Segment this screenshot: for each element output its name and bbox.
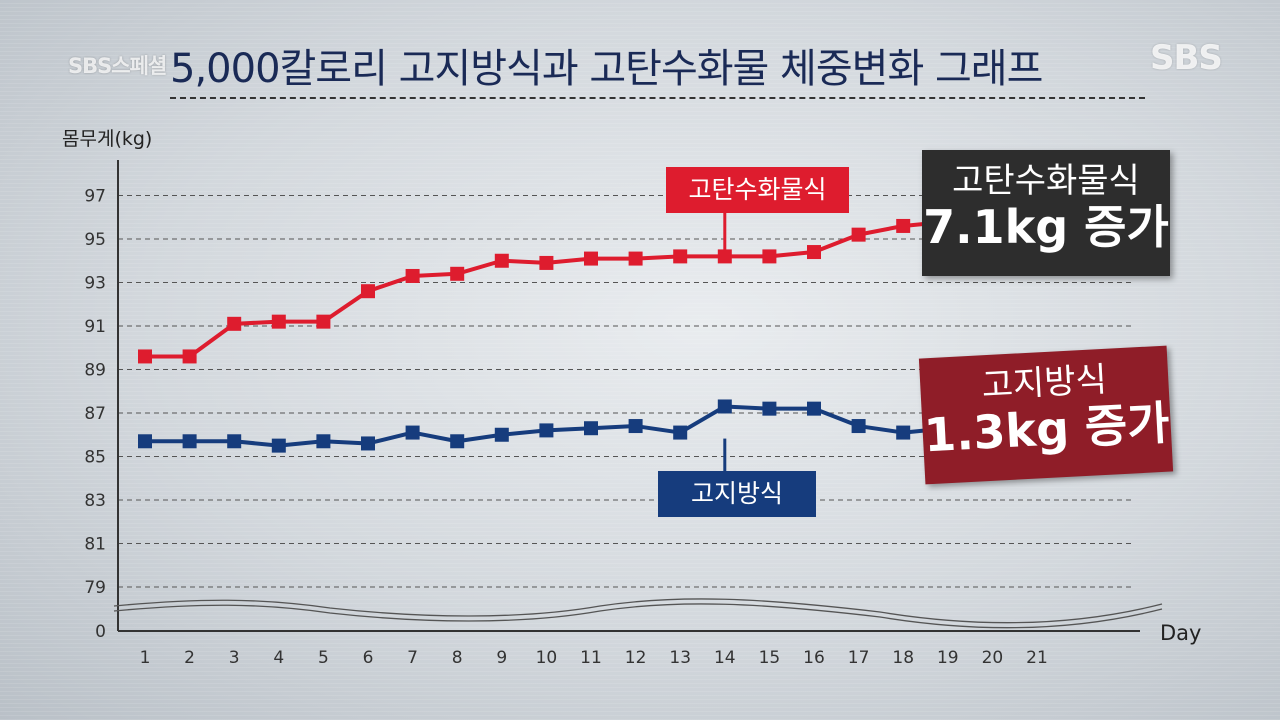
x-tick-19: 19 — [937, 648, 959, 668]
data-point-1-15 — [762, 401, 777, 416]
sbs-special-logo: SBS스페셜 — [68, 54, 167, 78]
y-tick-95: 95 — [84, 230, 106, 250]
data-point-0-16 — [807, 245, 821, 260]
y-tick-87: 87 — [84, 404, 106, 424]
data-point-0-15 — [762, 249, 777, 264]
y-tick-79: 79 — [84, 578, 106, 598]
x-tick-2: 2 — [184, 648, 195, 668]
data-point-1-2 — [182, 434, 197, 449]
carb-series-label: 고탄수화물식 — [666, 167, 849, 213]
x-tick-18: 18 — [892, 648, 914, 668]
fat-gain-callout: 고지방식 1.3kg 증가 — [918, 345, 1174, 485]
carb-callout-name: 고탄수화물식 — [952, 161, 1140, 201]
data-point-1-3 — [227, 434, 242, 449]
data-point-0-5 — [316, 314, 331, 329]
x-tick-17: 17 — [848, 648, 870, 668]
y-tick-91: 91 — [84, 317, 106, 337]
chart-title: 5,000칼로리 고지방식과 고탄수화물 체중변화 그래프 — [170, 46, 1043, 92]
sbs-logo: SBS — [1150, 38, 1223, 78]
x-tick-3: 3 — [229, 648, 240, 668]
data-point-0-11 — [584, 251, 598, 266]
y-tick-83: 83 — [84, 491, 106, 511]
data-point-0-8 — [450, 266, 465, 281]
axes — [113, 160, 1163, 632]
x-tick-10: 10 — [536, 648, 558, 668]
data-point-0-12 — [628, 251, 643, 266]
carb-gain-callout: 고탄수화물식 7.1kg 증가 — [922, 150, 1170, 276]
y-tick-85: 85 — [84, 448, 106, 468]
x-tick-13: 13 — [669, 648, 691, 668]
data-point-0-7 — [405, 268, 420, 283]
x-tick-1: 1 — [140, 648, 151, 668]
data-point-1-16 — [807, 401, 821, 416]
grid-lines — [118, 195, 1132, 588]
y-axis-label: 몸무게(kg) — [62, 128, 152, 150]
data-point-1-17 — [851, 419, 866, 434]
data-point-0-2 — [182, 349, 197, 364]
y-tick-97: 97 — [84, 187, 106, 207]
data-point-1-7 — [405, 425, 420, 440]
data-point-1-13 — [673, 425, 688, 440]
data-point-0-10 — [539, 255, 554, 270]
data-point-1-1 — [138, 434, 152, 449]
x-tick-4: 4 — [273, 648, 284, 668]
data-point-0-4 — [271, 314, 286, 329]
x-tick-8: 8 — [452, 648, 463, 668]
y-tick-81: 81 — [84, 535, 106, 555]
data-point-0-13 — [673, 249, 688, 264]
data-point-1-14 — [717, 399, 732, 414]
x-tick-6: 6 — [363, 648, 374, 668]
x-tick-20: 20 — [982, 648, 1004, 668]
x-tick-7: 7 — [407, 648, 418, 668]
y-tick-93: 93 — [84, 274, 106, 294]
data-point-1-6 — [361, 436, 375, 451]
data-point-0-6 — [361, 284, 375, 299]
data-point-0-18 — [896, 218, 911, 233]
data-point-0-14 — [717, 249, 732, 264]
x-tick-11: 11 — [580, 648, 602, 668]
y-tick-89: 89 — [84, 361, 106, 381]
data-point-1-11 — [584, 421, 598, 436]
data-point-1-18 — [896, 425, 911, 440]
x-tick-15: 15 — [759, 648, 781, 668]
x-tick-21: 21 — [1026, 648, 1048, 668]
axis-break-wave-bottom — [113, 603, 1163, 629]
data-point-1-4 — [271, 438, 286, 453]
axis-break-wave-top — [113, 598, 1163, 624]
x-tick-9: 9 — [496, 648, 507, 668]
series-lines — [138, 195, 1044, 453]
data-point-1-12 — [628, 419, 643, 434]
fat-series-label: 고지방식 — [658, 471, 816, 517]
x-axis-label: Day — [1160, 621, 1201, 645]
fat-callout-gain: 1.3kg 증가 — [922, 395, 1171, 463]
x-tick-14: 14 — [714, 648, 736, 668]
data-point-0-9 — [494, 253, 509, 268]
data-point-0-17 — [851, 227, 866, 242]
data-point-1-9 — [494, 427, 509, 442]
x-tick-16: 16 — [803, 648, 825, 668]
x-tick-5: 5 — [318, 648, 329, 668]
title-divider — [170, 97, 1145, 99]
y-tick-zero: 0 — [95, 622, 106, 642]
data-point-0-1 — [138, 349, 152, 364]
data-point-1-10 — [539, 423, 554, 438]
data-point-0-3 — [227, 316, 242, 331]
data-point-1-8 — [450, 434, 465, 449]
carb-callout-gain: 7.1kg 증가 — [923, 200, 1169, 254]
data-point-1-5 — [316, 434, 331, 449]
x-tick-12: 12 — [625, 648, 647, 668]
